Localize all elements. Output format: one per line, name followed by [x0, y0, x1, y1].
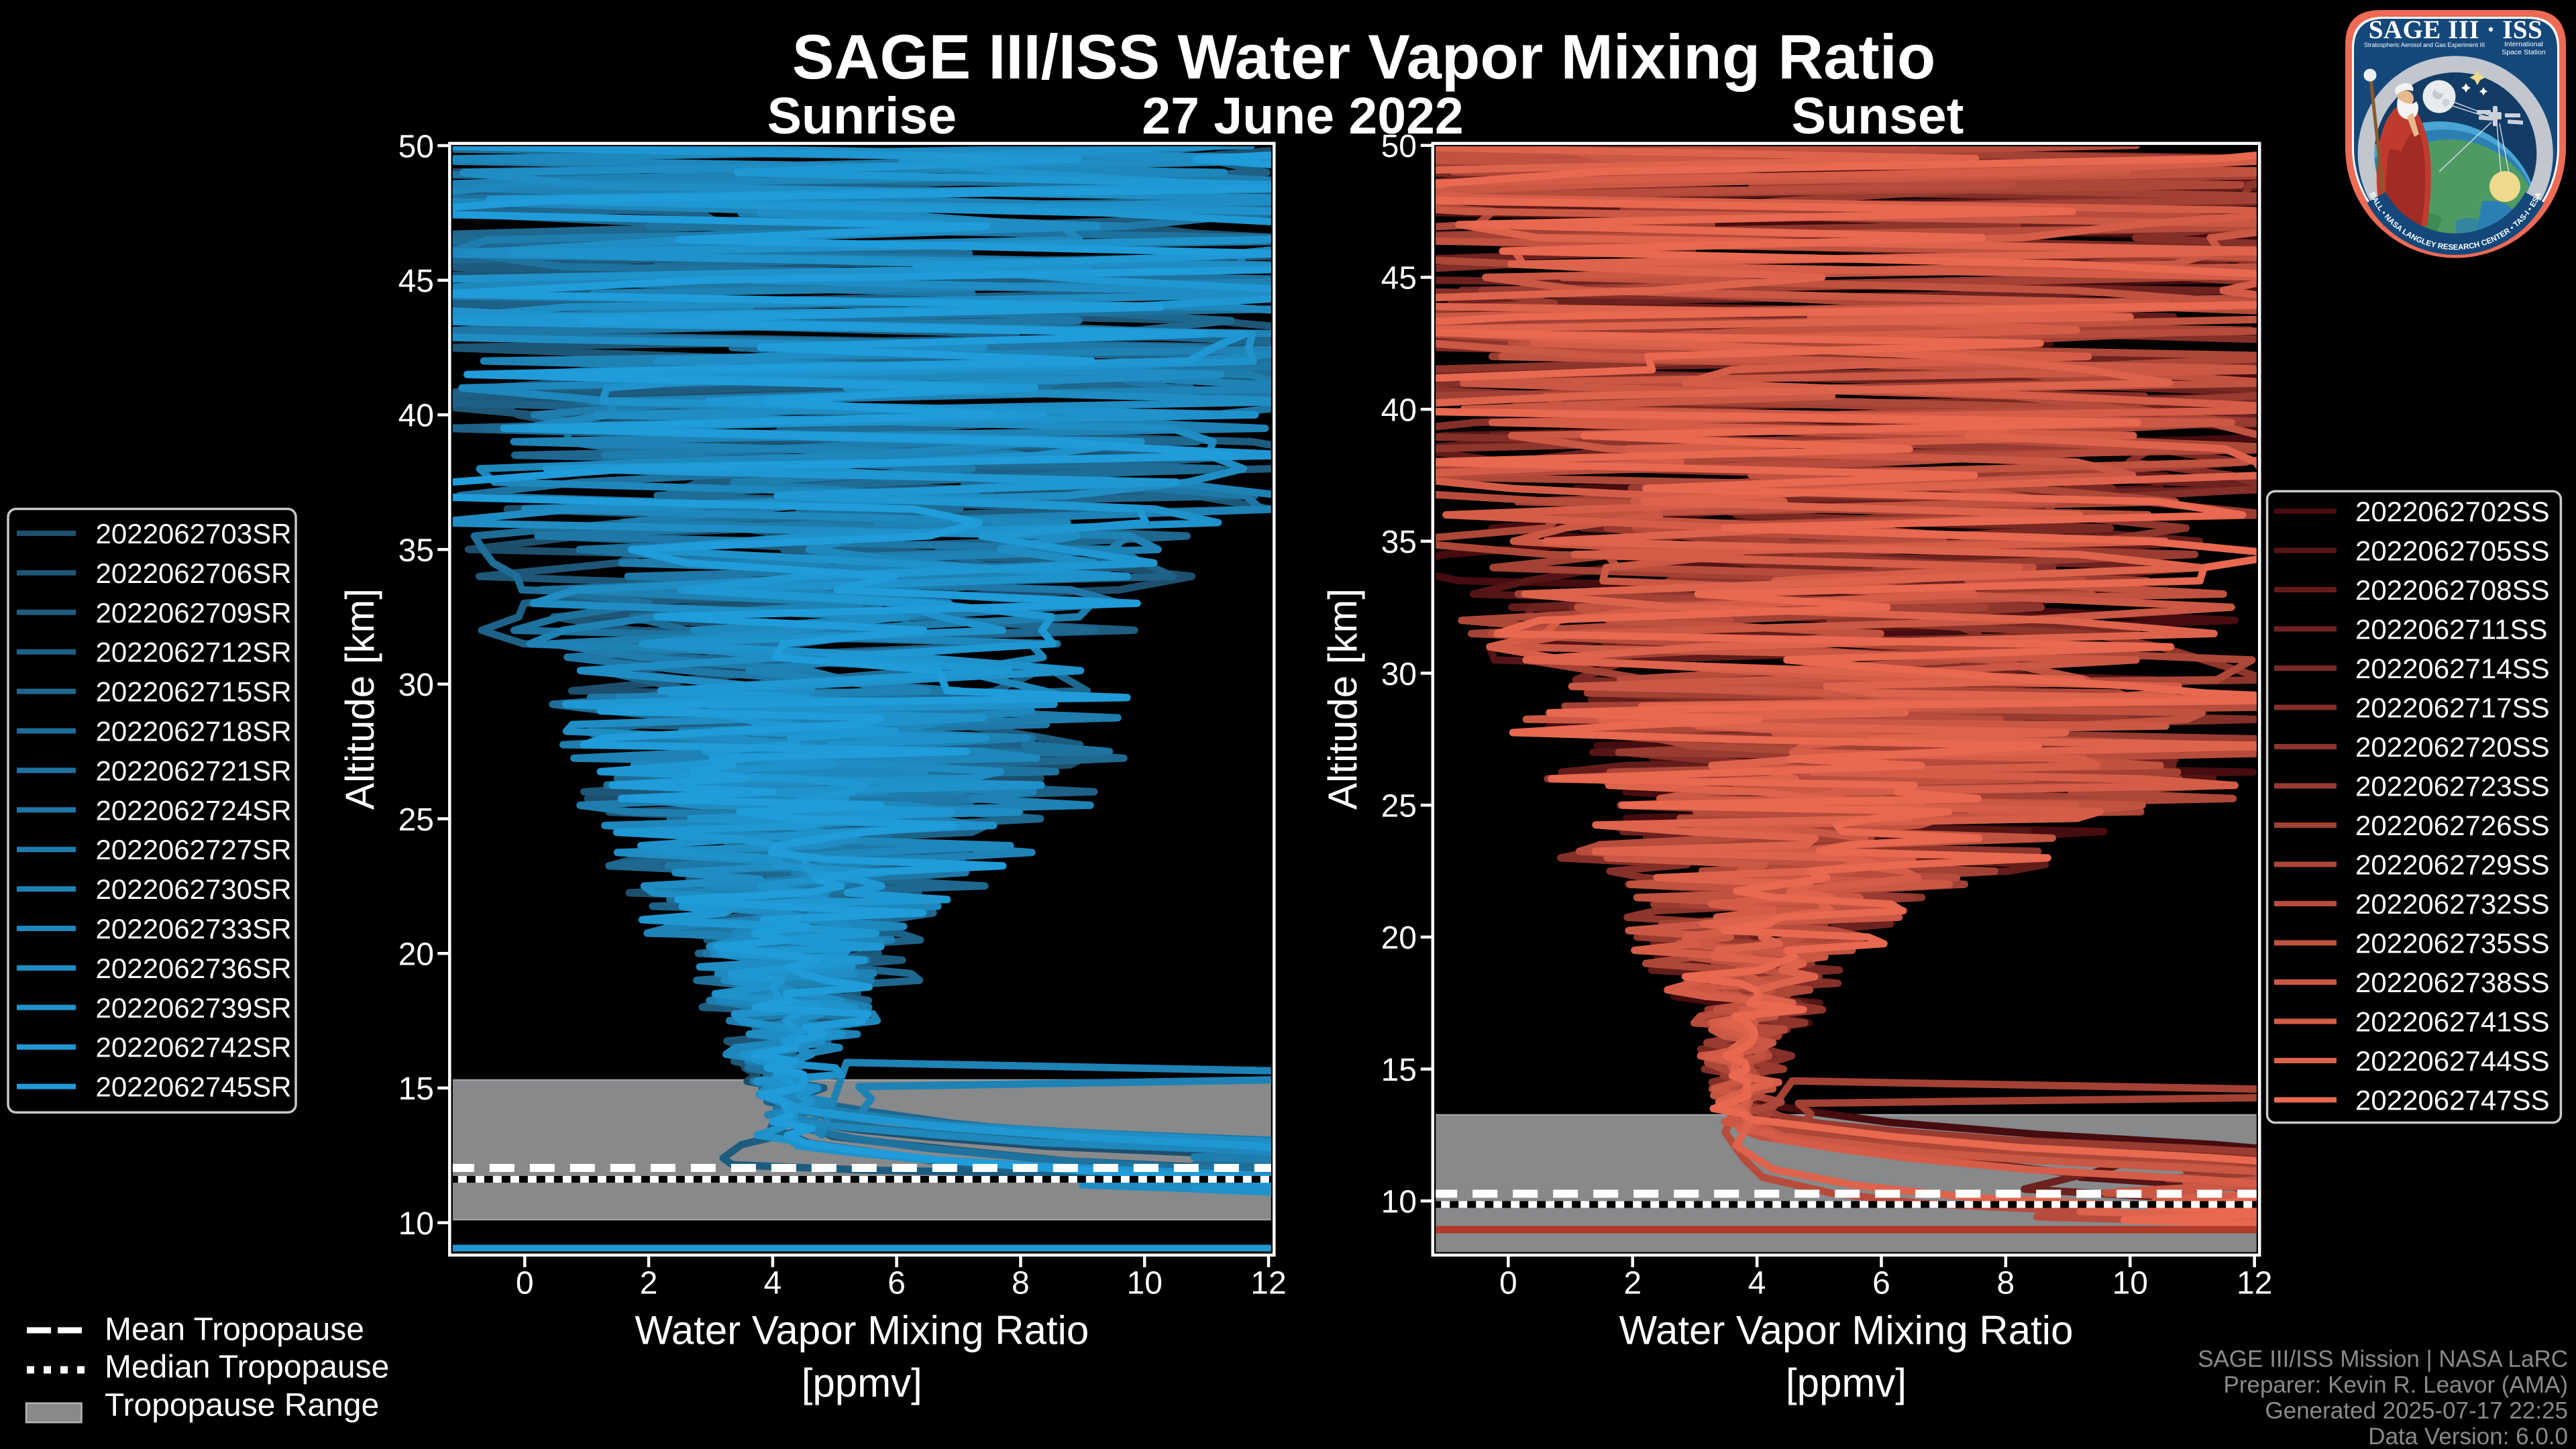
svg-text:Mean Tropopause: Mean Tropopause	[105, 1311, 364, 1347]
svg-text:2022062729SS: 2022062729SS	[2355, 849, 2550, 881]
svg-text:Preparer: Kevin R. Leavor (AMA: Preparer: Kevin R. Leavor (AMA)	[2223, 1372, 2568, 1398]
svg-text:30: 30	[1381, 657, 1417, 692]
svg-text:8: 8	[1012, 1266, 1030, 1301]
svg-text:35: 35	[398, 533, 434, 568]
svg-text:50: 50	[1381, 129, 1417, 164]
svg-text:45: 45	[1381, 261, 1417, 297]
svg-text:10: 10	[398, 1206, 434, 1242]
svg-text:2022062730SR: 2022062730SR	[96, 873, 292, 905]
svg-text:6: 6	[1872, 1266, 1890, 1301]
svg-text:40: 40	[398, 398, 434, 434]
svg-text:Sunrise: Sunrise	[767, 87, 957, 145]
svg-text:0: 0	[516, 1266, 534, 1301]
svg-text:2022062745SR: 2022062745SR	[96, 1071, 292, 1103]
svg-text:2022062711SS: 2022062711SS	[2355, 614, 2548, 645]
svg-text:12: 12	[2237, 1266, 2272, 1301]
svg-text:2022062724SR: 2022062724SR	[96, 794, 292, 826]
svg-text:2022062744SS: 2022062744SS	[2355, 1045, 2550, 1077]
svg-text:2022062723SS: 2022062723SS	[2355, 771, 2550, 802]
svg-text:Altitude [km]: Altitude [km]	[1320, 588, 1365, 810]
svg-text:2022062702SS: 2022062702SS	[2355, 496, 2550, 527]
svg-text:40: 40	[1381, 392, 1417, 428]
svg-text:2022062732SS: 2022062732SS	[2355, 888, 2550, 920]
svg-text:2022062726SS: 2022062726SS	[2355, 810, 2550, 841]
svg-text:Stratospheric Aerosol and Gas: Stratospheric Aerosol and Gas Experiment…	[2364, 42, 2485, 48]
svg-text:2022062747SS: 2022062747SS	[2355, 1085, 2550, 1116]
svg-text:Sunset: Sunset	[1792, 87, 1964, 145]
svg-text:25: 25	[398, 802, 434, 838]
svg-text:2022062705SS: 2022062705SS	[2355, 535, 2550, 567]
svg-text:2022062738SS: 2022062738SS	[2355, 967, 2550, 998]
svg-text:Water Vapor Mixing Ratio: Water Vapor Mixing Ratio	[635, 1308, 1089, 1353]
svg-text:2022062739SR: 2022062739SR	[96, 992, 292, 1024]
svg-text:2022062714SS: 2022062714SS	[2355, 653, 2550, 684]
svg-text:30: 30	[398, 667, 434, 703]
svg-text:2022062741SS: 2022062741SS	[2355, 1006, 2550, 1038]
svg-text:[ppmv]: [ppmv]	[802, 1360, 922, 1405]
svg-text:2: 2	[1623, 1266, 1642, 1301]
svg-text:10: 10	[1381, 1185, 1417, 1220]
svg-text:2022062733SR: 2022062733SR	[96, 913, 292, 945]
svg-text:10: 10	[2112, 1266, 2148, 1301]
svg-text:Altitude [km]: Altitude [km]	[337, 588, 382, 810]
svg-text:50: 50	[398, 129, 434, 164]
svg-text:2022062706SR: 2022062706SR	[96, 557, 292, 589]
svg-text:35: 35	[1381, 525, 1417, 560]
svg-text:12: 12	[1250, 1266, 1286, 1301]
svg-text:15: 15	[398, 1071, 434, 1107]
svg-text:2022062715SR: 2022062715SR	[96, 676, 292, 708]
svg-text:2022062712SR: 2022062712SR	[96, 637, 292, 668]
svg-text:2022062718SR: 2022062718SR	[96, 716, 292, 747]
svg-text:2022062703SR: 2022062703SR	[96, 518, 292, 549]
svg-text:2022062742SR: 2022062742SR	[96, 1032, 292, 1063]
svg-text:2022062735SS: 2022062735SS	[2355, 928, 2550, 959]
svg-text:2022062708SS: 2022062708SS	[2355, 574, 2550, 606]
svg-text:0: 0	[1499, 1266, 1517, 1301]
svg-text:25: 25	[1381, 789, 1417, 824]
svg-text:10: 10	[1127, 1266, 1163, 1301]
svg-text:2022062717SS: 2022062717SS	[2355, 692, 2550, 724]
svg-text:6: 6	[888, 1266, 906, 1301]
svg-text:Water Vapor Mixing Ratio: Water Vapor Mixing Ratio	[1619, 1308, 2074, 1353]
svg-text:SAGE III · ISS: SAGE III · ISS	[2369, 15, 2543, 44]
svg-text:SAGE III/ISS Water Vapor Mixin: SAGE III/ISS Water Vapor Mixing Ratio	[792, 21, 1935, 92]
svg-text:2022062727SR: 2022062727SR	[96, 834, 292, 865]
svg-text:2022062736SR: 2022062736SR	[96, 953, 292, 984]
svg-text:Space Station: Space Station	[2502, 48, 2546, 56]
svg-text:2: 2	[640, 1266, 658, 1301]
svg-text:Median Tropopause: Median Tropopause	[105, 1350, 389, 1385]
svg-text:Data Version: 6.0.0: Data Version: 6.0.0	[2368, 1424, 2568, 1449]
svg-text:SAGE III/ISS Mission | NASA La: SAGE III/ISS Mission | NASA LaRC	[2198, 1346, 2568, 1373]
svg-text:8: 8	[1997, 1266, 2015, 1301]
svg-text:2022062709SR: 2022062709SR	[96, 597, 292, 629]
svg-text:4: 4	[763, 1266, 782, 1301]
svg-text:[ppmv]: [ppmv]	[1786, 1360, 1907, 1405]
svg-text:27 June 2022: 27 June 2022	[1142, 87, 1463, 145]
svg-text:20: 20	[1381, 920, 1417, 956]
svg-text:45: 45	[398, 264, 434, 299]
svg-text:20: 20	[398, 937, 434, 973]
svg-text:Tropopause Range: Tropopause Range	[105, 1388, 379, 1424]
svg-text:2022062721SR: 2022062721SR	[96, 755, 292, 786]
svg-text:2022062720SS: 2022062720SS	[2355, 731, 2550, 763]
svg-text:15: 15	[1381, 1053, 1417, 1088]
svg-text:International: International	[2504, 40, 2543, 48]
svg-text:Generated 2025-07-17 22:25: Generated 2025-07-17 22:25	[2265, 1398, 2568, 1424]
svg-text:4: 4	[1748, 1266, 1766, 1301]
